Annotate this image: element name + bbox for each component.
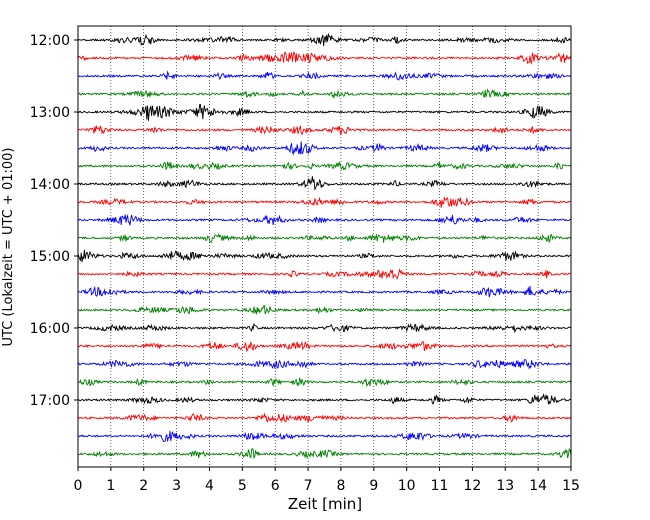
x-tick-label: 6 — [271, 478, 280, 494]
seismic-trace — [77, 340, 572, 353]
x-tick-label: 8 — [336, 478, 345, 494]
traces — [77, 32, 572, 460]
y-tick-label: 13:00 — [30, 105, 70, 121]
y-tick-label: 16:00 — [30, 321, 70, 337]
plot-frame — [77, 25, 572, 468]
x-tick-label: 10 — [398, 478, 416, 494]
x-tick-label: 1 — [106, 478, 115, 494]
x-tick-label: 14 — [529, 478, 547, 494]
seismic-trace — [77, 376, 572, 388]
seismic-trace — [77, 359, 572, 370]
seismic-trace — [77, 268, 572, 280]
y-tick-label: 12:00 — [30, 33, 70, 49]
x-tick-label: 13 — [496, 478, 514, 494]
y-tick-label: 14:00 — [30, 177, 70, 193]
x-tick-label: 11 — [431, 478, 449, 494]
seismic-trace — [77, 285, 572, 298]
seismic-trace — [77, 141, 571, 156]
seismic-trace — [77, 431, 572, 443]
x-tick-label: 9 — [369, 478, 378, 494]
seismic-trace — [77, 70, 572, 81]
seismic-trace — [77, 103, 571, 121]
y-tick-label: 17:00 — [30, 393, 70, 409]
seismic-trace — [77, 196, 571, 208]
seismic-trace — [77, 392, 572, 405]
seismic-trace — [77, 412, 572, 424]
x-axis-label: Zeit [min] — [288, 495, 362, 513]
x-axis-ticks: 0 1 2 3 4 5 6 7 8 9 10 11 12 13 14 15 — [74, 467, 580, 494]
seismic-trace — [77, 322, 571, 334]
y-axis-ticks: 12:00 13:00 14:00 15:00 16:00 17:00 — [30, 33, 78, 409]
seismic-trace — [77, 214, 572, 226]
x-tick-label: 7 — [304, 478, 313, 494]
x-tick-label: 0 — [74, 478, 83, 494]
seismic-trace — [77, 50, 572, 65]
seismic-trace — [77, 32, 572, 47]
x-tick-label: 3 — [172, 478, 181, 494]
x-tick-label: 5 — [238, 478, 247, 494]
seismic-trace — [77, 447, 572, 460]
seismic-trace — [77, 124, 571, 136]
y-tick-label: 15:00 — [30, 249, 70, 265]
x-tick-label: 2 — [139, 478, 148, 494]
seismic-trace — [77, 88, 571, 100]
seismic-trace — [77, 249, 572, 263]
x-tick-label: 12 — [463, 478, 481, 494]
x-tick-label: 15 — [562, 478, 580, 494]
y-axis-label: UTC (Lokalzeit = UTC + 01:00) — [1, 148, 16, 347]
seismic-trace — [77, 304, 571, 315]
seismic-trace — [77, 160, 572, 171]
x-tick-label: 4 — [205, 478, 214, 494]
seismic-trace — [77, 232, 572, 244]
seismic-trace — [77, 176, 572, 191]
